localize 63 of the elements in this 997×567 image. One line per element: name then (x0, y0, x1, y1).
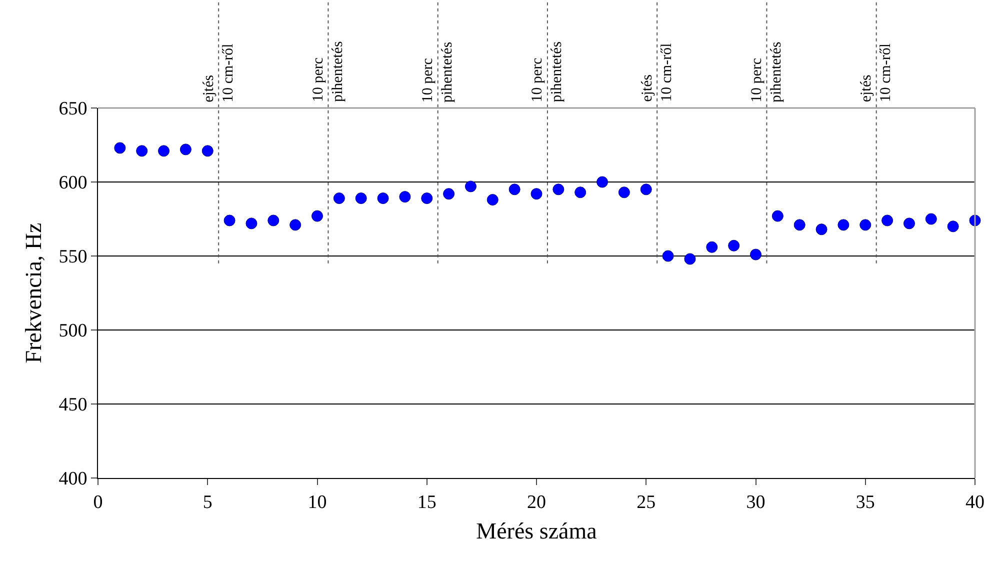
y-axis-title: Frekvencia, Hz (21, 222, 46, 364)
point (728, 240, 740, 252)
x-tick-label: 40 (966, 492, 984, 513)
y-tick-label: 600 (58, 172, 88, 194)
ref-line-label: 10 perc pihentetés (310, 41, 346, 102)
y-tick-label: 500 (58, 320, 88, 342)
ref-line-label: ejtés 10 cm-ről (639, 43, 675, 102)
ref-line-label: 10 perc pihentetés (748, 42, 784, 103)
point (882, 214, 894, 226)
point (552, 184, 564, 196)
point (268, 214, 280, 226)
point (640, 184, 652, 196)
point (355, 192, 367, 204)
x-tick-label: 15 (417, 492, 436, 513)
point (114, 142, 126, 154)
x-tick-label: 25 (636, 492, 656, 513)
ref-line-label: ejtés 10 cm-ről (858, 43, 894, 102)
point (486, 194, 498, 206)
y-tick-label: 650 (58, 98, 88, 120)
x-tick-label: 35 (856, 492, 875, 513)
point (202, 145, 214, 157)
point (574, 186, 586, 198)
point (530, 188, 542, 200)
point (158, 145, 170, 157)
point (224, 214, 236, 226)
point (838, 219, 850, 231)
y-tick-label: 450 (58, 394, 88, 416)
point (662, 250, 674, 262)
point (246, 218, 258, 230)
x-tick-label: 5 (202, 492, 212, 513)
point (750, 248, 762, 260)
point (684, 253, 696, 265)
point (333, 192, 345, 204)
point (816, 224, 828, 236)
point (508, 184, 520, 196)
point (290, 219, 302, 231)
x-tick-label: 0 (93, 492, 103, 513)
ref-line-label: 10 perc pihentetés (530, 41, 566, 102)
x-tick-label: 30 (746, 492, 766, 513)
point (860, 219, 872, 231)
point (794, 219, 806, 231)
point (399, 191, 411, 203)
point (618, 186, 630, 198)
point (903, 218, 915, 230)
point (443, 188, 455, 200)
point (377, 192, 389, 204)
point (772, 210, 784, 222)
x-axis-title: Mérés száma (476, 518, 597, 544)
x-tick-label: 10 (308, 492, 327, 513)
y-tick-label: 400 (58, 468, 88, 490)
point (180, 144, 192, 156)
x-tick-label: 20 (527, 492, 546, 513)
y-tick-label: 550 (58, 246, 88, 268)
point (596, 176, 608, 188)
ref-line-label: 10 perc pihentetés (420, 42, 456, 103)
point (947, 220, 959, 232)
point (925, 213, 937, 225)
point (136, 145, 148, 157)
point (464, 180, 476, 192)
point (421, 192, 433, 204)
ref-line-label: ejtés 10 cm-ről (200, 44, 236, 102)
point (312, 210, 323, 222)
point (706, 241, 718, 253)
